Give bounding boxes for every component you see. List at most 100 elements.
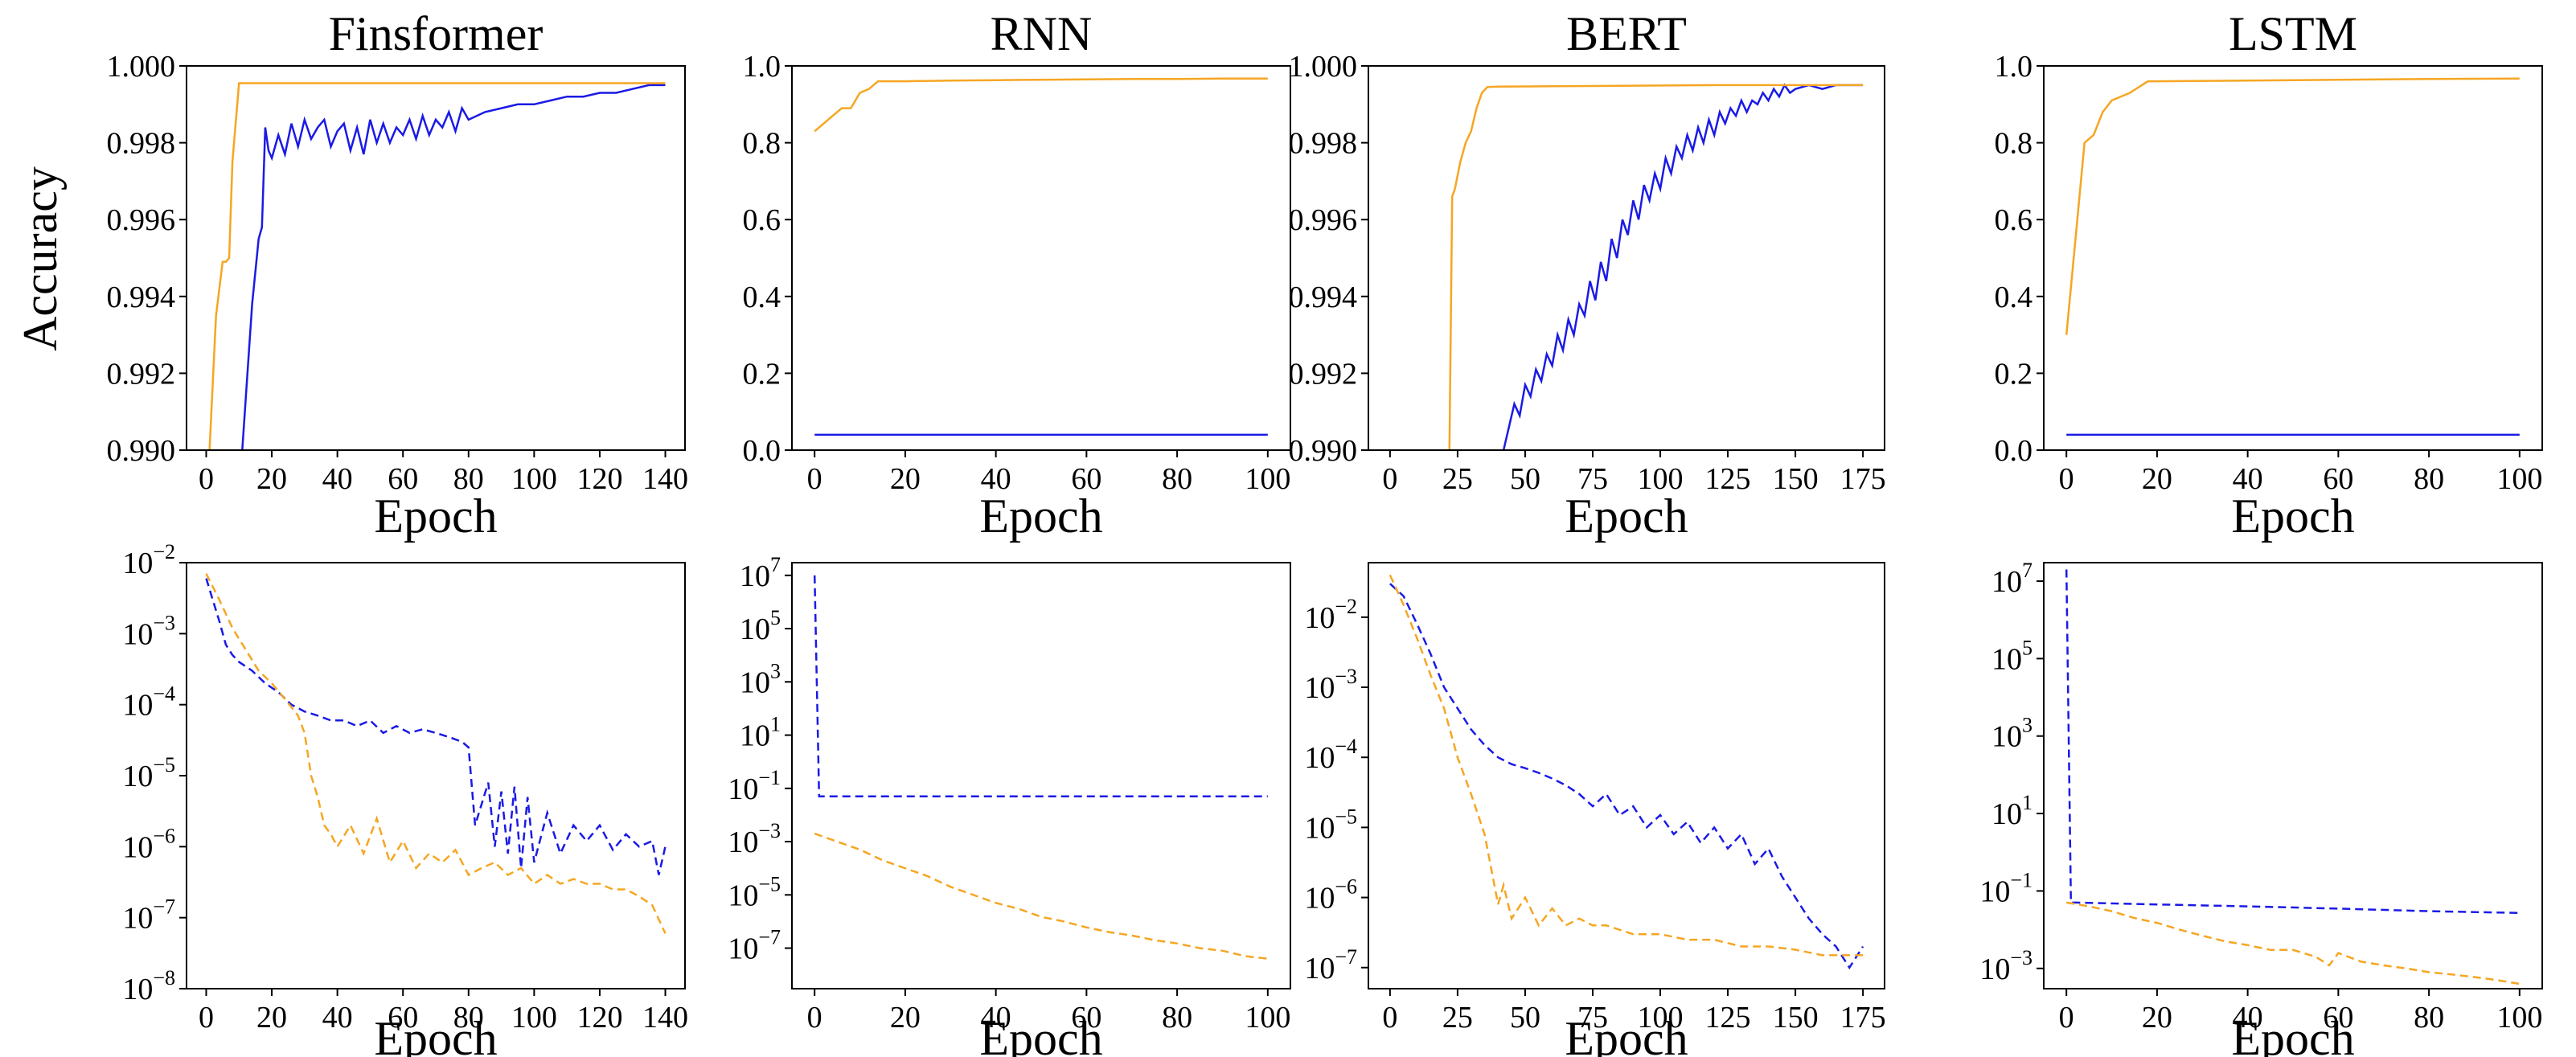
bert_acc-xtick-label: 25 [1442, 462, 1473, 496]
bert_acc-ytick-label: 0.990 [1289, 434, 1358, 468]
bert_loss-ytick-label: 10−6 [1304, 875, 1357, 916]
bert_loss-ytick-label: 10−7 [1304, 945, 1357, 985]
bert_acc-ytick-label: 0.998 [1289, 127, 1358, 161]
lstm_loss-ytick-label: 103 [1991, 714, 2032, 754]
bert_acc-ytick-label: 0.992 [1289, 357, 1358, 391]
rnn_loss-ytick-label: 107 [740, 553, 781, 593]
lstm_acc-xtick-label: 100 [2496, 462, 2542, 496]
bert_loss-xtick-label: 75 [1577, 1001, 1608, 1034]
finsformer_loss-xtick-label: 0 [199, 1001, 214, 1034]
lstm_loss-xlabel: Epoch [2231, 1012, 2354, 1057]
bert_loss-xtick-label: 50 [1510, 1001, 1540, 1034]
lstm_acc-xtick-label: 20 [2142, 462, 2172, 496]
lstm_acc-xtick-label: 40 [2233, 462, 2263, 496]
rnn_loss-series-validation [813, 575, 1268, 798]
bert_acc-xtick-label: 100 [1638, 462, 1684, 496]
lstm_acc-xtick-label: 80 [2414, 462, 2444, 496]
finsformer_loss-xtick-label: 20 [256, 1001, 287, 1034]
lstm_acc-ytick-label: 0.2 [1995, 357, 2033, 391]
bert_acc-xlabel: Epoch [1565, 490, 1688, 543]
bert_loss-series-training [1388, 574, 1864, 957]
lstm_loss-series-training [2065, 901, 2521, 985]
lstm_acc-ytick-label: 1.0 [1995, 50, 2033, 84]
bert_loss-xlabel: Epoch [1565, 1012, 1688, 1057]
rnn_acc-title: RNN [991, 7, 1093, 60]
rnn_acc-series-training [814, 77, 1268, 133]
bert_loss-ytick-label: 10−2 [1304, 595, 1357, 635]
rnn_acc-xtick-label: 80 [1162, 462, 1192, 496]
finsformer_loss-ytick-label: 10−4 [122, 682, 175, 723]
finsformer_acc-xlabel: Epoch [374, 490, 497, 543]
finsformer_acc-ytick-label: 0.990 [107, 434, 176, 468]
panel-rnn_loss: 0 20 40 60 80 100 107 105 103 101 10−1 10−3 10−5 10−7… [728, 553, 1291, 1057]
rnn_acc-ytick-label: 0.8 [743, 127, 781, 161]
panel-finsformer_acc: 0 20 40 60 80 100 120 140 0.990 0.992 0.994 0.996 0.… [107, 7, 689, 543]
rnn_acc-ytick-label: 0.0 [743, 434, 781, 468]
bert_loss-xtick-label: 100 [1638, 1001, 1684, 1034]
rnn_loss-xtick-label: 60 [1071, 1001, 1101, 1034]
finsformer_acc-xtick-label: 40 [322, 462, 353, 496]
rnn_loss-ytick-label: 10−5 [728, 872, 781, 912]
rnn_loss-ytick-label: 10−3 [728, 819, 781, 859]
lstm_loss-axes-frame [2043, 562, 2543, 989]
finsformer_acc-xtick-label: 60 [388, 462, 418, 496]
lstm_acc-xtick-label: 0 [2059, 462, 2074, 496]
rnn_loss-axes-frame [791, 562, 1291, 989]
finsformer_loss-xlabel: Epoch [374, 1012, 497, 1057]
bert_loss-ytick-label: 10−3 [1304, 665, 1357, 705]
bert_acc-xtick-label: 0 [1382, 462, 1397, 496]
finsformer_acc-xtick-label: 20 [256, 462, 287, 496]
finsformer_loss-ytick-label: 10−6 [122, 824, 175, 864]
rnn_acc-ytick-label: 0.6 [743, 203, 781, 237]
lstm_loss-xtick-label: 0 [2059, 1001, 2074, 1034]
finsformer_acc-xtick-label: 100 [511, 462, 557, 496]
rnn_loss-series-training [814, 832, 1268, 960]
lstm_acc-ytick-label: 0.0 [1995, 434, 2033, 468]
rnn_loss-xtick-label: 20 [890, 1001, 921, 1034]
finsformer_loss-xtick-label: 60 [388, 1001, 418, 1034]
lstm_loss-ytick-label: 107 [1991, 559, 2032, 599]
rnn_loss-xlabel: Epoch [979, 1012, 1102, 1057]
bert_acc-xtick-label: 75 [1577, 462, 1608, 496]
bert_loss-axes-frame [1368, 562, 1885, 989]
lstm_loss-xtick-label: 80 [2414, 1001, 2444, 1034]
panel-rnn_acc: 0 20 40 60 80 100 0.0 0.2 0.4 0.6 0.8 1.0 RNN Epoch [743, 7, 1291, 543]
bert_loss-xtick-label: 175 [1840, 1001, 1886, 1034]
rnn_acc-axes-frame [791, 65, 1291, 451]
finsformer_loss-series-training [205, 573, 667, 934]
lstm_acc-xlabel: Epoch [2231, 490, 2354, 543]
finsformer_acc-axes-frame [186, 65, 686, 451]
panel-lstm_acc: 0 20 40 60 80 100 0.0 0.2 0.4 0.6 0.8 1.0 LSTM Epoch [1995, 7, 2543, 543]
lstm_loss-ytick-label: 10−3 [1979, 946, 2032, 986]
lstm_loss-ytick-label: 101 [1991, 791, 2032, 831]
lstm_acc-xtick-label: 60 [2323, 462, 2353, 496]
bert_acc-xtick-label: 50 [1510, 462, 1540, 496]
finsformer_loss-xtick-label: 100 [511, 1001, 557, 1034]
lstm_loss-xtick-label: 20 [2142, 1001, 2172, 1034]
bert_acc-ytick-label: 1.000 [1289, 50, 1358, 84]
lstm_loss-xtick-label: 100 [2496, 1001, 2542, 1034]
finsformer_loss-ytick-label: 10−8 [122, 966, 175, 1006]
rnn_acc-ytick-label: 1.0 [743, 50, 781, 84]
bert_loss-ytick-label: 10−4 [1304, 735, 1357, 775]
bert_acc-series-training [1448, 84, 1864, 450]
lstm_acc-axes-frame [2043, 65, 2543, 451]
finsformer_acc-xtick-label: 0 [199, 462, 214, 496]
finsformer_loss-series-validation [205, 578, 667, 875]
rnn_acc-ytick-label: 0.2 [743, 357, 781, 391]
rnn_loss-ytick-label: 103 [740, 659, 781, 699]
bert_acc-xtick-label: 125 [1705, 462, 1751, 496]
rnn_loss-xtick-label: 0 [807, 1001, 822, 1034]
lstm_acc-ytick-label: 0.8 [1995, 127, 2033, 161]
finsformer_acc-title: Finsformer [329, 7, 544, 60]
lstm_loss-xtick-label: 40 [2233, 1001, 2263, 1034]
finsformer_loss-xtick-label: 80 [453, 1001, 484, 1034]
rnn_loss-ytick-label: 10−7 [728, 926, 781, 966]
finsformer_loss-ytick-label: 10−5 [122, 753, 175, 793]
bert_loss-ytick-label: 10−5 [1304, 805, 1357, 845]
finsformer_loss-xtick-label: 120 [576, 1001, 622, 1034]
finsformer_acc-ytick-label: 0.992 [107, 357, 176, 391]
y-axis-label-accuracy: Accuracy [14, 166, 67, 351]
bert_loss-xtick-label: 125 [1705, 1001, 1751, 1034]
